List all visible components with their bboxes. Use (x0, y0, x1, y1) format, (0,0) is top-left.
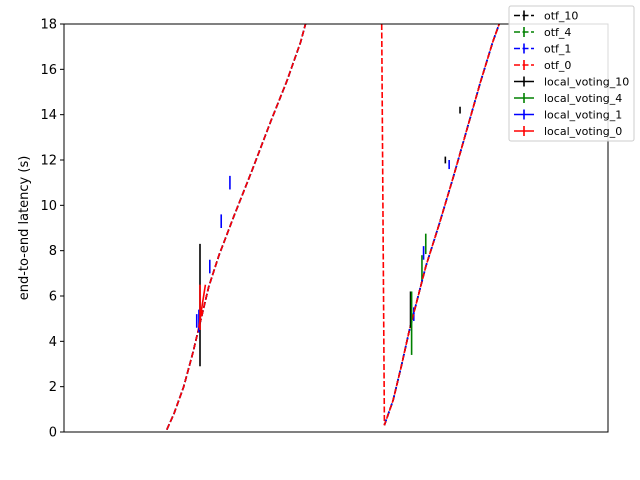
series-line-otf_0-0 (166, 24, 307, 431)
series-line-otf_1-1 (383, 24, 500, 426)
legend-entry-local_voting_10: local_voting_10 (514, 76, 629, 89)
legend-label-otf_0: otf_0 (544, 59, 571, 72)
y-tick-label: 16 (40, 63, 57, 78)
legend-entry-otf_1: otf_1 (514, 43, 571, 56)
legend-label-otf_10: otf_10 (544, 10, 578, 23)
legend-entry-otf_10: otf_10 (514, 10, 578, 23)
y-tick-label: 12 (40, 154, 57, 169)
y-tick-label: 4 (49, 335, 57, 350)
legend-label-local_voting_1: local_voting_1 (544, 109, 622, 122)
legend-label-otf_4: otf_4 (544, 26, 571, 39)
legend-box (508, 5, 635, 142)
y-tick-label: 6 (49, 290, 57, 305)
y-tick-label: 18 (40, 18, 57, 33)
legend-entry-local_voting_0: local_voting_0 (514, 125, 622, 138)
series-line-otf_0-1 (380, 24, 500, 426)
series-otf_0 (166, 24, 500, 431)
plot-area-frame (63, 23, 609, 433)
plot-layer (166, 24, 500, 431)
y-axis: 0 2 4 6 8 10 12 14 16 18 (40, 18, 64, 441)
y-tick-label: 8 (49, 244, 57, 259)
legend-entry-otf_0: otf_0 (514, 59, 571, 72)
y-tick-label: 14 (40, 108, 57, 123)
y-tick-label: 2 (49, 380, 57, 395)
legend-label-otf_1: otf_1 (544, 43, 571, 56)
legend-entry-local_voting_1: local_voting_1 (514, 109, 622, 122)
series-local_voting_0 (198, 284, 207, 330)
legend-label-local_voting_0: local_voting_0 (544, 125, 622, 138)
legend-label-local_voting_10: local_voting_10 (544, 76, 629, 89)
y-tick-label: 0 (49, 426, 57, 441)
legend: otf_10 otf_4 otf_1 otf_0 local_voting_10loca… (508, 5, 635, 142)
y-tick-label: 10 (40, 199, 57, 214)
y-axis-label: end-to-end latency (s) (17, 156, 32, 301)
legend-entry-local_voting_4: local_voting_4 (514, 92, 622, 105)
legend-entry-otf_4: otf_4 (514, 26, 571, 39)
legend-label-local_voting_4: local_voting_4 (544, 92, 622, 105)
